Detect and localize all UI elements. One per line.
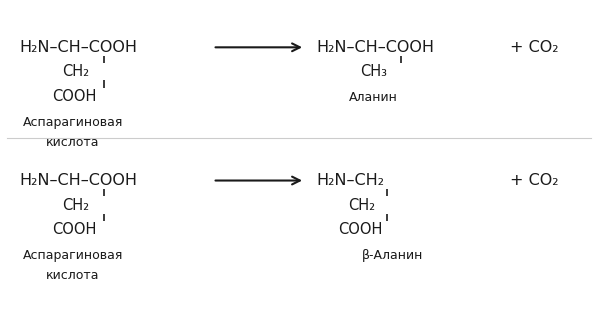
Text: кислота: кислота — [46, 136, 99, 149]
Text: Аланин: Аланин — [349, 91, 398, 104]
Text: Аспарагиновая: Аспарагиновая — [23, 116, 123, 129]
Text: Аспарагиновая: Аспарагиновая — [23, 249, 123, 262]
Text: CH₂: CH₂ — [62, 197, 89, 213]
Text: H₂N–CH–COOH: H₂N–CH–COOH — [19, 40, 138, 55]
Text: H₂N–CH–COOH: H₂N–CH–COOH — [19, 173, 138, 188]
Text: CH₂: CH₂ — [62, 64, 89, 79]
Text: COOH: COOH — [52, 222, 96, 237]
Text: CH₂: CH₂ — [348, 197, 375, 213]
Text: CH₃: CH₃ — [360, 64, 387, 79]
Text: COOH: COOH — [338, 222, 382, 237]
Text: кислота: кислота — [46, 269, 99, 282]
Text: β-Аланин: β-Аланин — [362, 249, 423, 262]
Text: + CO₂: + CO₂ — [510, 40, 559, 55]
Text: COOH: COOH — [52, 89, 96, 104]
Text: H₂N–CH–COOH: H₂N–CH–COOH — [317, 40, 435, 55]
Text: + CO₂: + CO₂ — [510, 173, 559, 188]
Text: H₂N–CH₂: H₂N–CH₂ — [317, 173, 385, 188]
